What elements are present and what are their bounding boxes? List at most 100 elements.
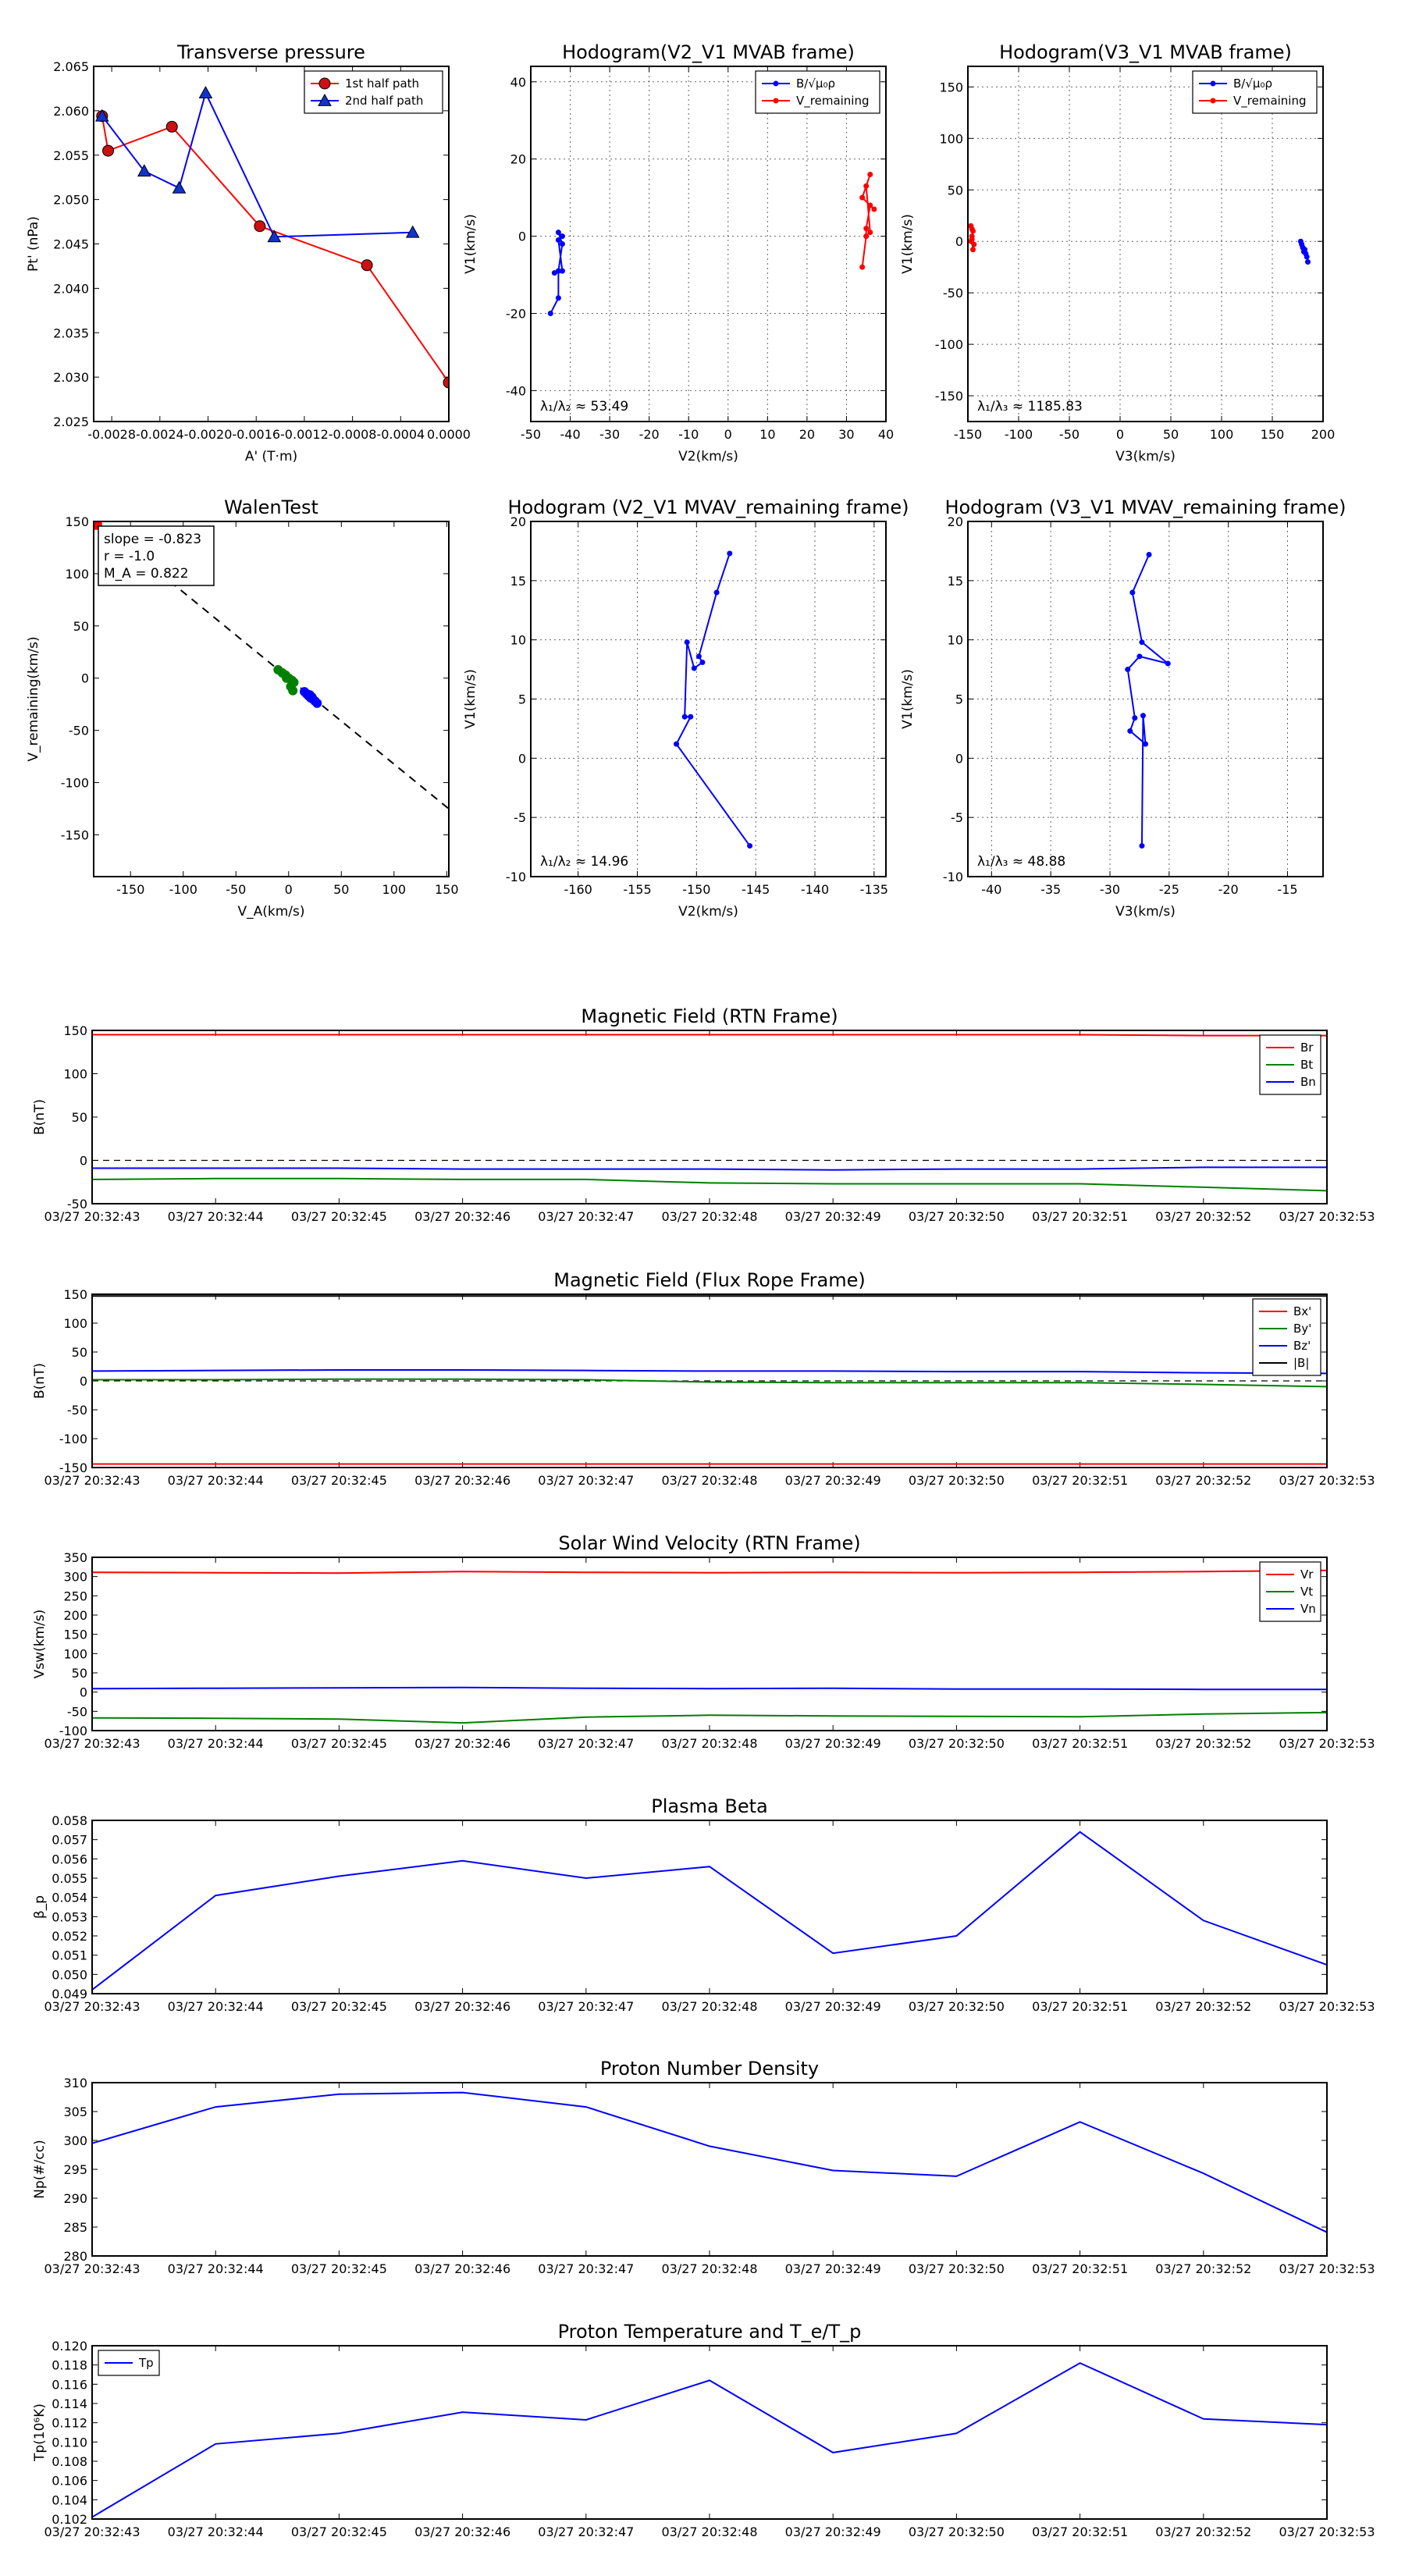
x-tick-label: -0.0024 [136,427,184,442]
x-tick-label: -40 [981,882,1001,897]
x-tick-label: 150 [435,882,459,897]
series-marker-0 [102,144,115,157]
y-tick-label: 2.030 [53,370,89,385]
plot-frame [91,2082,1328,2257]
series-marker-0 [555,229,561,236]
stats-line: M_A = 0.822 [104,566,189,582]
x-tick-label: 03/27 20:32:50 [909,1999,1005,2014]
chart-title: Proton Number Density [600,2058,819,2080]
series-marker-1 [970,247,976,253]
x-tick-label: -0.0028 [87,427,136,442]
x-tick-label: 0.0000 [427,427,471,442]
series-marker-0 [559,233,565,240]
chart-vsw: Solar Wind Velocity (RTN Frame) 03/27 20:… [32,1532,1375,1751]
y-tick-label: 285 [63,2220,87,2235]
x-tick-label: 03/27 20:32:43 [44,1209,140,1224]
plot-area [92,1831,1327,1991]
y-axis-label: B(nT) [32,1099,48,1135]
y-tick-label: 0.112 [52,2416,87,2431]
chart-mag_fr: Magnetic Field (Flux Rope Frame) 03/27 20… [32,1269,1375,1488]
series-marker-1 [867,171,873,177]
x-axis-label: V_A(km/s) [237,904,304,920]
series-marker-1 [198,86,213,99]
x-tick-label: 03/27 20:32:43 [44,2261,140,2276]
series-marker-0 [361,259,373,272]
x-tick-label: 03/27 20:32:48 [661,1736,757,1751]
y-tick-label: 0 [518,751,526,766]
series-marker-1 [859,264,866,270]
series-marker-1 [859,194,866,201]
x-tick-label: 100 [1210,427,1234,442]
x-tick-label: 03/27 20:32:50 [909,1736,1005,1751]
y-tick-label: 2.055 [53,148,89,163]
x-tick-label: 0 [1116,427,1124,442]
y-tick-label: 250 [63,1589,87,1603]
x-tick-label: -155 [623,882,651,897]
x-tick-label: 03/27 20:32:49 [785,1209,881,1224]
y-tick-label: 0.050 [52,1967,87,1982]
y-tick-label: 0.116 [52,2377,87,2392]
series-line-0 [92,1569,1327,1574]
x-tick-label: -145 [742,882,770,897]
series-marker-0 [1129,589,1136,596]
x-axis-label: V2(km/s) [678,904,738,920]
x-tick-label: 03/27 20:32:52 [1155,1473,1251,1488]
x-tick-label: 03/27 20:32:51 [1032,1209,1128,1224]
plot-frame [93,66,450,422]
x-tick-label: 03/27 20:32:47 [538,2524,634,2539]
series-marker-0 [254,220,266,233]
stats-line: slope = -0.823 [104,532,201,547]
x-tick-label: 0 [285,882,293,897]
plot-frame [967,521,1324,877]
series-marker-1 [863,233,870,240]
series-line-0 [1126,554,1168,846]
y-tick-label: 300 [63,2133,87,2148]
y-tick-label: 2.050 [53,193,89,208]
y-tick-label: -150 [61,827,89,842]
y-tick-label: -50 [67,1704,87,1719]
x-tick-label: 03/27 20:32:50 [909,2524,1005,2539]
y-tick-label: 0.114 [52,2396,87,2411]
plot-area [92,1034,1327,1192]
y-axis-label: V1(km/s) [463,669,478,729]
series-marker-0 [684,639,690,646]
series-line-1 [92,1711,1327,1724]
x-tick-label: 03/27 20:32:46 [414,1209,510,1224]
y-tick-label: 10 [510,633,526,648]
x-tick-label: -150 [682,882,710,897]
x-tick-label: 03/27 20:32:52 [1155,2524,1251,2539]
legend-marker [773,80,779,87]
y-axis-label: V1(km/s) [900,669,916,729]
legend-label: Vt [1300,1585,1313,1599]
x-tick-label: 03/27 20:32:45 [291,1209,387,1224]
series-marker-1 [867,229,873,236]
y-tick-label: 40 [510,75,526,90]
chart-mag_rtn: Magnetic Field (RTN Frame) 03/27 20:32:43… [32,1005,1375,1224]
x-tick-label: -50 [226,882,246,897]
chart-title: Magnetic Field (RTN Frame) [581,1005,838,1027]
y-tick-label: 100 [63,1316,87,1331]
series-marker-0 [443,376,449,389]
x-tick-label: 03/27 20:32:51 [1032,2524,1128,2539]
ratio-annotation: λ₁/λ₃ ≈ 48.88 [977,854,1065,870]
y-axis-label: V1(km/s) [900,214,916,274]
y-tick-label: 0.106 [52,2474,87,2489]
y-tick-label: 0.104 [52,2492,87,2507]
y-axis-label: Pt' (nPa) [26,216,41,272]
y-tick-label: 150 [939,80,963,94]
x-tick-label: 03/27 20:32:44 [168,1209,264,1224]
y-tick-label: 305 [63,2105,87,2119]
x-tick-label: 0 [724,427,732,442]
series-marker-0 [699,659,706,665]
y-tick-label: 2.060 [53,104,89,119]
chart-walen: WalenTest -150 -100 -50 0 50 100 150 -150 -100 -50… [26,496,459,920]
x-tick-label: 03/27 20:32:44 [168,1736,264,1751]
plot-frame [91,1293,1328,1468]
chart-title: WalenTest [224,496,318,518]
x-tick-label: 50 [333,882,349,897]
x-tick-label: 03/27 20:32:44 [168,2524,264,2539]
chart-title: Proton Temperature and T_e/T_p [558,2321,862,2343]
scatter-point [282,673,292,683]
series-marker-0 [688,713,694,720]
y-tick-label: 0.108 [52,2454,87,2469]
